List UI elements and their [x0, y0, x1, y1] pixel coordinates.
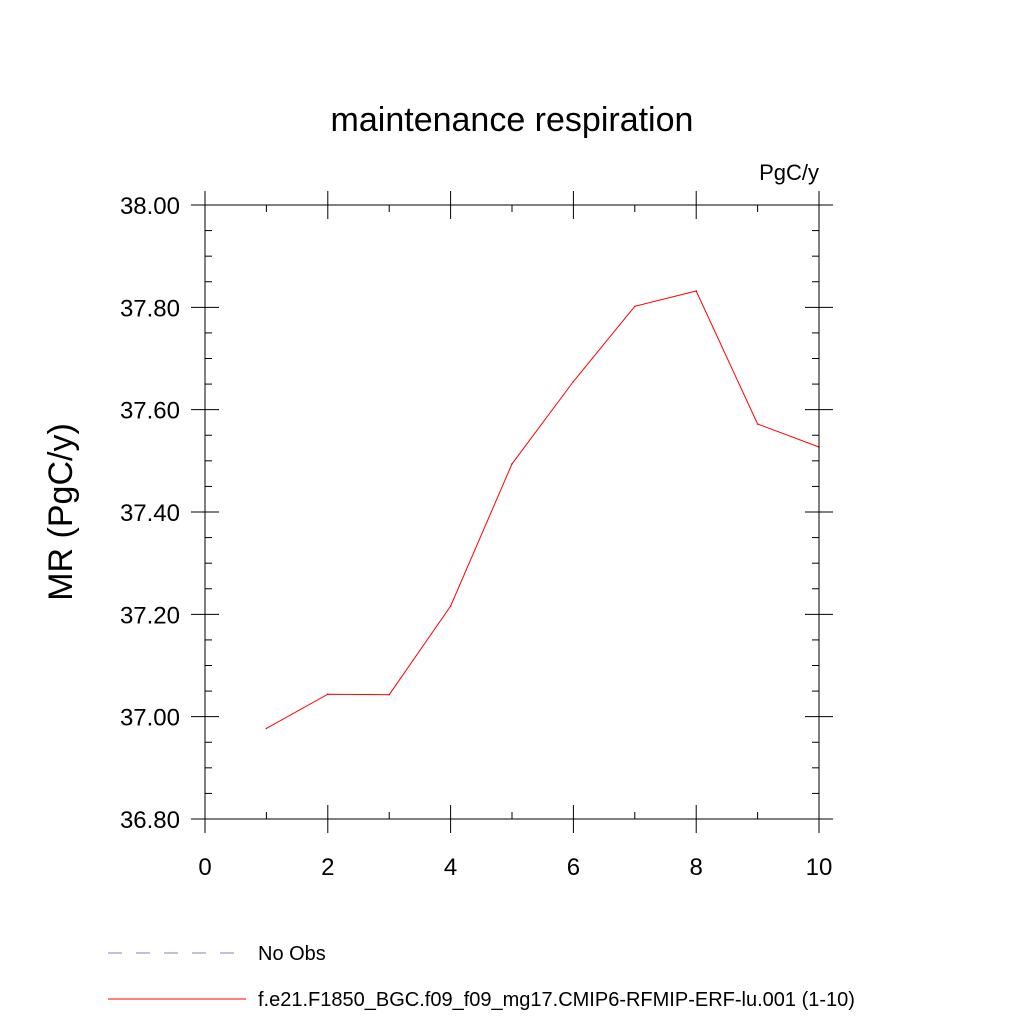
y-tick-label: 38.00	[120, 193, 180, 220]
legend-label: No Obs	[258, 943, 326, 965]
y-tick-label: 37.80	[120, 295, 180, 322]
data-point	[756, 423, 759, 425]
units-label: PgC/y	[759, 160, 819, 185]
data-point	[265, 727, 268, 730]
axis-tick-labels: 0 2 4 6 8 10 36.80 37.00 37.20 37.40 37.60 37.80 38.…	[120, 193, 832, 881]
x-tick-label: 2	[321, 854, 334, 881]
data-point	[449, 605, 452, 607]
plot-frame	[204, 204, 820, 820]
y-tick-label: 37.00	[120, 705, 180, 732]
data-point	[327, 693, 329, 695]
x-tick-label: 0	[198, 854, 211, 881]
data-point	[388, 693, 391, 696]
x-tick-label: 8	[690, 854, 703, 881]
chart-title: maintenance respiration	[331, 101, 694, 139]
axis-ticks	[191, 191, 833, 833]
y-tick-label: 37.20	[120, 602, 180, 629]
y-tick-label: 37.60	[120, 398, 180, 425]
data-point	[572, 380, 575, 383]
y-tick-label: 36.80	[120, 807, 180, 834]
x-tick-label: 4	[444, 854, 457, 881]
data-point	[511, 463, 513, 465]
y-axis-label: MR (PgC/y)	[42, 423, 80, 601]
x-tick-label: 10	[806, 854, 833, 881]
y-tick-label: 37.40	[120, 500, 180, 527]
series-layer	[265, 290, 820, 730]
series-line	[266, 290, 820, 729]
legend-label: f.e21.F1850_BGC.f09_f09_mg17.CMIP6-RFMIP…	[258, 989, 855, 1011]
data-point	[695, 290, 697, 292]
x-tick-label: 6	[567, 854, 580, 881]
legend: No Obs f.e21.F1850_BGC.f09_f09_mg17.CMIP6…	[108, 943, 855, 1011]
data-point	[634, 305, 636, 308]
